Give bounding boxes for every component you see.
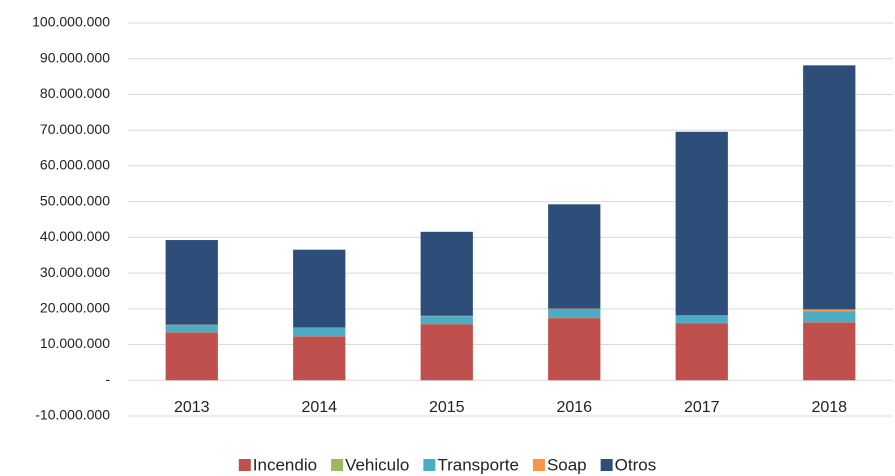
bar-segment — [165, 325, 218, 333]
x-tick-label: 2017 — [684, 399, 720, 416]
legend-swatch — [331, 459, 344, 471]
y-tick-label: 100.000.000 — [32, 14, 110, 30]
y-tick-label: 80.000.000 — [40, 85, 110, 101]
y-tick-label: 50.000.000 — [40, 192, 110, 208]
y-tick-label: 10.000.000 — [40, 335, 110, 351]
y-tick-label: 70.000.000 — [40, 121, 110, 137]
x-tick-label: 2015 — [429, 399, 465, 416]
legend-label: Soap — [547, 455, 587, 474]
bar-segment — [420, 316, 473, 325]
bar-segment — [165, 332, 218, 381]
bar-segment — [803, 309, 856, 312]
y-tick-label: 40.000.000 — [40, 228, 110, 244]
y-tick-label: 60.000.000 — [40, 157, 110, 173]
legend-swatch — [600, 459, 613, 471]
bar-segment — [548, 204, 601, 309]
y-tick-label: 30.000.000 — [40, 264, 110, 280]
bar-segment — [420, 324, 473, 381]
y-tick-label: 20.000.000 — [40, 300, 110, 316]
bar-segment — [675, 315, 728, 323]
legend-label: Incendio — [253, 455, 317, 474]
y-tick-label: -10.000.000 — [35, 407, 110, 423]
x-tick-label: 2018 — [811, 399, 847, 416]
bar-segment — [675, 323, 728, 381]
bar-segment — [803, 322, 856, 381]
x-tick-label: 2014 — [301, 399, 337, 416]
bar-segment — [675, 131, 728, 316]
y-tick-label: 90.000.000 — [40, 49, 110, 65]
bar-segment — [803, 311, 856, 323]
bar-segment — [293, 336, 346, 381]
legend-swatch — [238, 459, 251, 471]
legend-label: Vehiculo — [345, 455, 409, 474]
bar-segment — [165, 240, 218, 325]
bar-segment — [548, 308, 601, 318]
x-tick-label: 2016 — [556, 399, 592, 416]
y-tick-label: - — [105, 371, 110, 387]
legend-swatch — [423, 459, 436, 471]
bar-segment — [420, 231, 473, 316]
legend-label: Otros — [615, 455, 657, 474]
legend-label: Transporte — [437, 455, 519, 474]
bar-segment — [293, 249, 346, 328]
legend-swatch — [532, 459, 545, 471]
x-tick-label: 2013 — [174, 399, 210, 416]
bar-segment — [293, 327, 346, 337]
bar-segment — [548, 318, 601, 381]
bar-segment — [803, 65, 856, 310]
